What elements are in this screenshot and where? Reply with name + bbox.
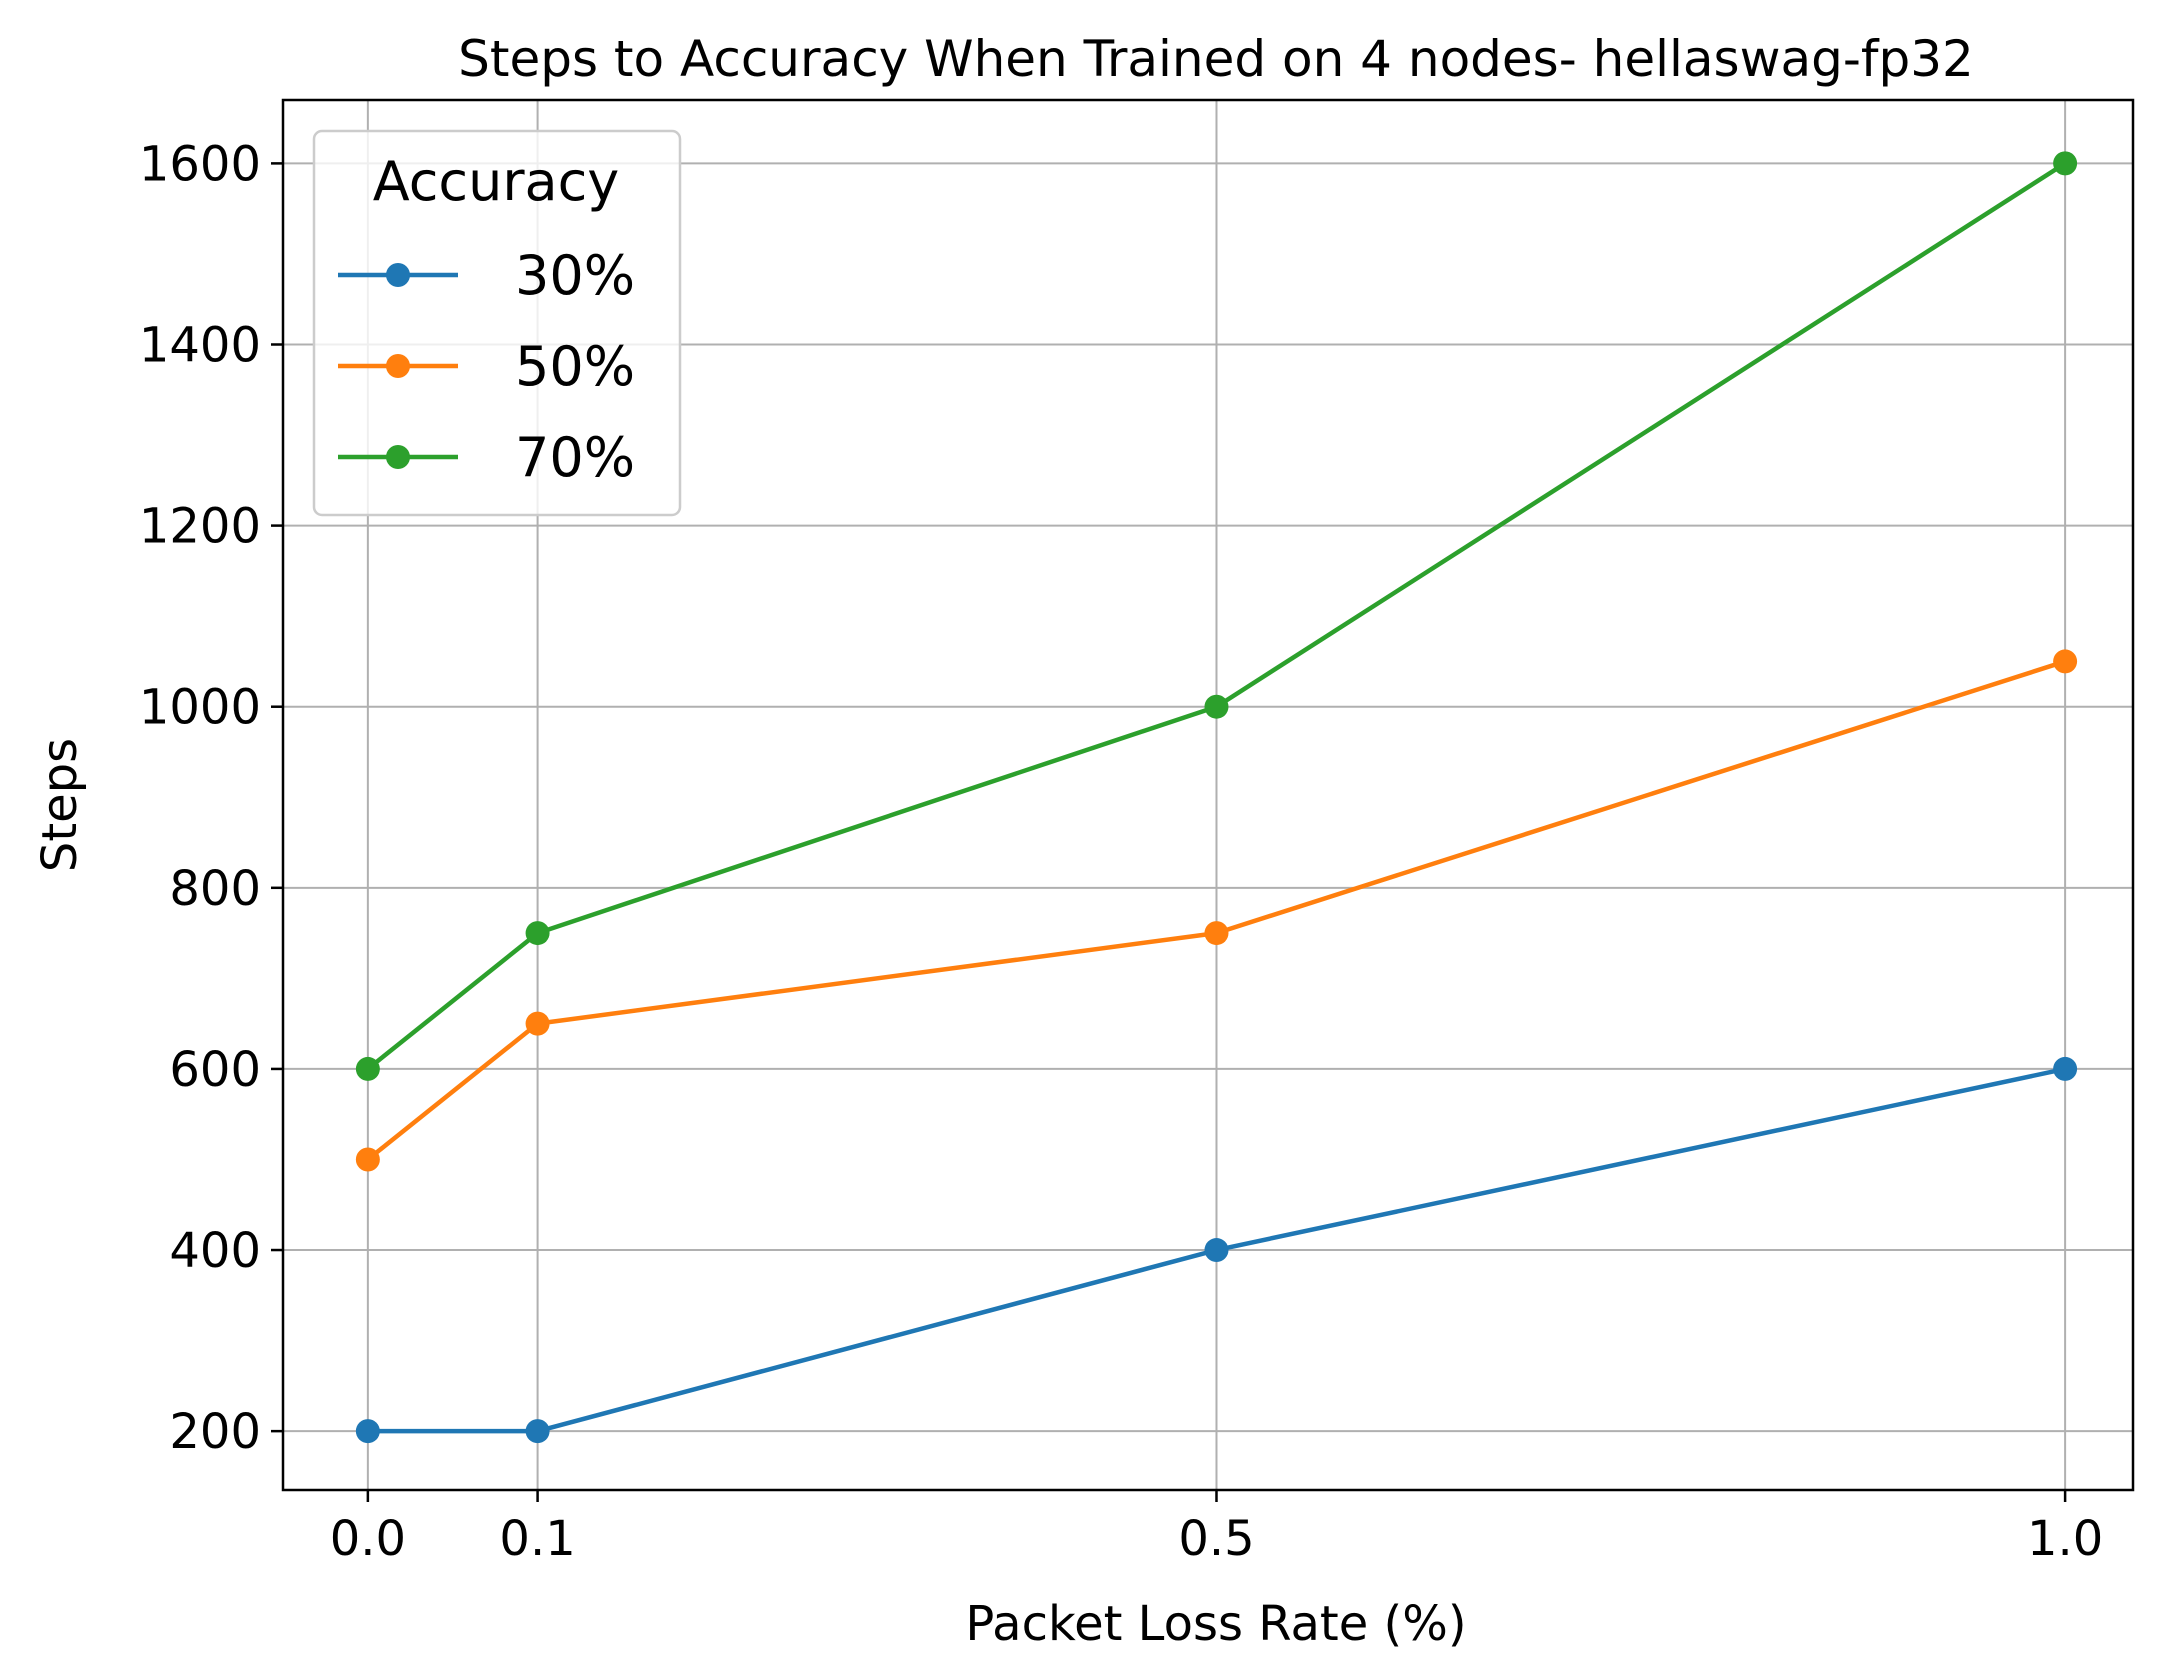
y-axis: 200 400 600 800 1000 1200 1400 1600 (139, 136, 283, 1460)
data-point (2053, 1056, 2078, 1081)
legend-title: Accuracy (373, 150, 620, 213)
data-point (355, 1147, 380, 1172)
x-tick-label: 0.1 (499, 1511, 575, 1567)
data-point (2053, 649, 2078, 674)
legend: Accuracy 30% 50% 70% (312, 129, 682, 517)
plot-frame (281, 98, 2135, 1492)
y-tick-label: 1400 (139, 317, 261, 373)
y-tick-label: 600 (169, 1042, 261, 1098)
data-point (2053, 151, 2078, 176)
legend-entries: 30% 50% 70% (338, 244, 635, 489)
y-tick-label: 1600 (139, 136, 261, 192)
legend-entry: 70% (338, 426, 635, 489)
legend-marker (386, 445, 410, 469)
series-line (367, 1066, 2066, 1434)
chart-title: Steps to Accuracy When Trained on 4 node… (458, 30, 1974, 88)
legend-label: 30% (515, 244, 635, 307)
data-point (525, 1011, 550, 1036)
data-point (1204, 921, 1229, 946)
series-50% (355, 649, 2078, 1172)
y-tick-label: 1200 (139, 499, 261, 555)
data-point (525, 1419, 550, 1444)
series-70% (355, 151, 2078, 1081)
legend-entry: 50% (338, 335, 635, 398)
legend-label: 50% (515, 335, 635, 398)
y-tick-label: 800 (169, 861, 261, 917)
legend-label: 70% (515, 426, 635, 489)
series-line (366, 161, 2067, 1071)
x-tick-label: 0.0 (330, 1511, 406, 1567)
x-tick-label: 0.5 (1178, 1511, 1254, 1567)
series-30% (355, 1056, 2078, 1444)
data-point (355, 1419, 380, 1444)
y-tick-label: 1000 (139, 680, 261, 736)
data-point (355, 1056, 380, 1081)
series-line (366, 659, 2066, 1162)
legend-marker (386, 263, 410, 287)
data-point (1204, 1238, 1229, 1263)
y-axis-label: Steps (32, 738, 88, 872)
data-point (525, 921, 550, 946)
y-tick-label: 400 (169, 1223, 261, 1279)
x-axis: 0.0 0.1 0.5 1.0 (330, 1490, 2103, 1567)
data-point (1204, 694, 1229, 719)
x-tick-label: 1.0 (2027, 1511, 2103, 1567)
x-axis-label: Packet Loss Rate (%) (965, 1596, 1466, 1652)
y-tick-label: 200 (169, 1404, 261, 1460)
legend-box (312, 129, 682, 517)
legend-entry: 30% (338, 244, 635, 307)
series-layer (355, 151, 2078, 1444)
legend-marker (386, 354, 410, 378)
